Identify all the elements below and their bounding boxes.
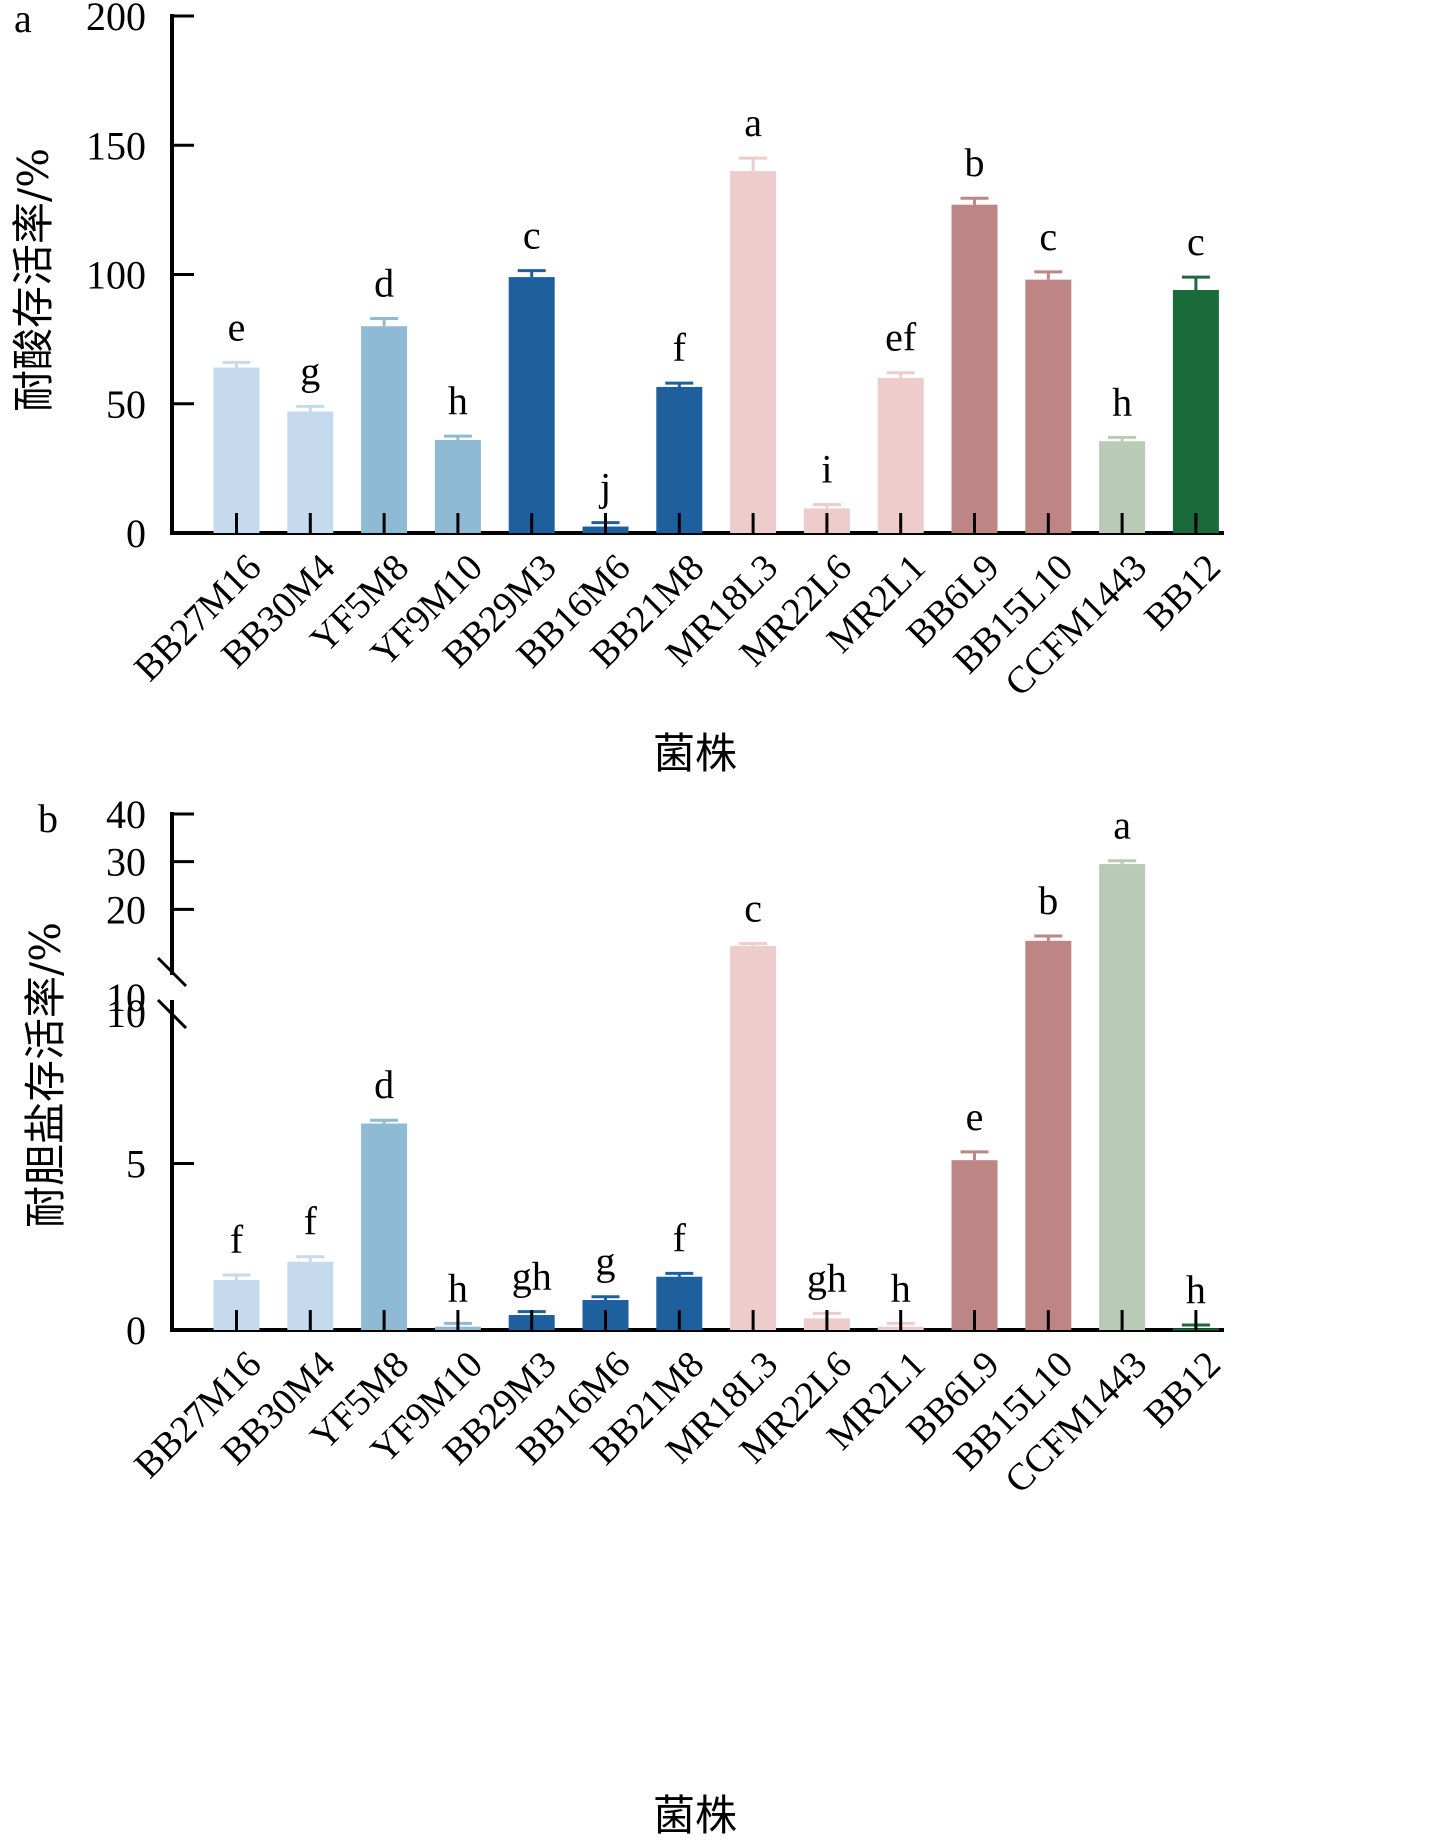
y-tick-label-a: 100 — [86, 253, 146, 298]
bar-a — [1025, 279, 1072, 533]
significance-label-b: c — [744, 886, 762, 931]
significance-label-b: f — [304, 1199, 318, 1244]
bar-a — [730, 171, 777, 533]
significance-label-a: j — [598, 465, 611, 510]
significance-label-a: b — [965, 140, 985, 185]
significance-label-a: ef — [885, 315, 917, 360]
panel-label-a: a — [14, 0, 32, 41]
significance-label-b: d — [374, 1062, 394, 1107]
significance-label-b: gh — [807, 1255, 847, 1300]
bar-a — [877, 377, 924, 533]
y-tick-label-a: 200 — [86, 0, 146, 39]
bar-a — [287, 411, 334, 533]
y-tick-label-b: 5 — [126, 1142, 146, 1187]
y-axis-title-a: 耐酸存活率/% — [9, 148, 58, 412]
axis-break-mark-b — [156, 998, 188, 1030]
bar-b — [730, 946, 777, 1330]
significance-label-a: c — [1039, 214, 1057, 259]
panel-label-b: b — [38, 796, 58, 841]
significance-label-b: f — [673, 1215, 687, 1260]
y-tick-label-b: 20 — [106, 887, 146, 932]
x-axis-title-b: 菌株 — [653, 1791, 737, 1840]
y-tick-label-b: 40 — [106, 792, 146, 837]
axis-break-mark-b — [156, 956, 188, 988]
significance-label-b: h — [448, 1265, 468, 1310]
y-tick-label-a: 0 — [126, 511, 146, 556]
bar-a — [951, 204, 998, 533]
significance-label-a: a — [744, 100, 762, 145]
significance-label-a: c — [523, 213, 541, 258]
bar-a — [1172, 290, 1219, 533]
x-tick-label-a: BB12 — [1137, 546, 1229, 638]
significance-label-b: e — [966, 1094, 984, 1139]
y-tick-label-b: 10 — [106, 991, 146, 1036]
significance-label-b: f — [230, 1217, 244, 1262]
bar-b — [361, 1123, 408, 1330]
significance-label-a: c — [1187, 219, 1205, 264]
y-tick-label-b: 0 — [126, 1308, 146, 1353]
y-tick-label-b: 30 — [106, 840, 146, 885]
y-tick-label-a: 50 — [106, 382, 146, 427]
significance-label-a: g — [300, 348, 320, 393]
x-tick-label-b: BB12 — [1137, 1343, 1229, 1435]
significance-label-a: e — [228, 304, 246, 349]
significance-label-a: h — [1112, 379, 1132, 424]
significance-label-a: i — [821, 447, 832, 492]
significance-label-b: h — [891, 1265, 911, 1310]
x-axis-title-a: 菌株 — [653, 729, 737, 778]
y-tick-label-a: 150 — [86, 123, 146, 168]
significance-label-a: d — [374, 260, 394, 305]
bar-b — [1099, 864, 1146, 1330]
bar-a — [508, 277, 555, 533]
chart-panel-a: a 耐酸存活率/% 菌株 0 50 100 150 200 e g d h c j f a i ef b c h… — [9, 0, 1229, 778]
y-tick-label-b: 10 — [106, 975, 146, 1020]
bar-b — [951, 1160, 998, 1330]
bar-a — [213, 367, 260, 533]
significance-label-a: h — [448, 378, 468, 423]
significance-label-b: g — [596, 1239, 616, 1284]
significance-label-b: h — [1186, 1267, 1206, 1312]
bar-a — [361, 326, 408, 533]
y-axis-title-b: 耐胆盐存活率/% — [21, 922, 70, 1228]
significance-label-a: f — [673, 325, 687, 370]
significance-label-b: b — [1038, 878, 1058, 923]
significance-label-b: gh — [512, 1254, 552, 1299]
significance-label-b: a — [1113, 803, 1131, 848]
bar-a — [656, 386, 703, 533]
bar-b — [1025, 940, 1072, 1330]
